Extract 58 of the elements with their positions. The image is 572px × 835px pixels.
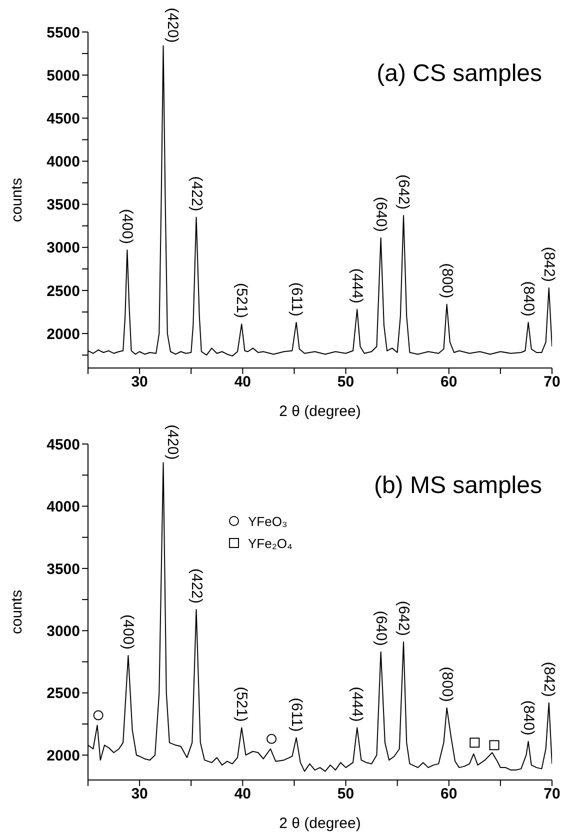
y-tick-label: 4000 — [46, 154, 80, 171]
annotation: (840) — [520, 700, 537, 736]
y-tick-label: 4000 — [46, 498, 80, 516]
annotation: (400) — [120, 614, 137, 650]
annotation: (444) — [348, 268, 366, 304]
y-tick-label: 2500 — [46, 282, 80, 300]
x-tick-label: 40 — [234, 374, 252, 391]
y-tick-label: 5500 — [46, 24, 80, 42]
point — [489, 740, 500, 750]
legend-label: YFe₂O₄ — [248, 536, 292, 550]
annotation: (420) — [164, 424, 181, 460]
text: (b) MS samples — [374, 472, 542, 500]
point — [266, 734, 277, 744]
y-tick-label: 2500 — [46, 685, 80, 702]
y-tick-label: 3500 — [46, 196, 80, 214]
y-tick-label: 3000 — [46, 622, 80, 640]
x-tick-label: 40 — [234, 786, 252, 803]
annotation: (800) — [438, 263, 456, 298]
annotation: (420) — [164, 8, 181, 43]
y-tick-label: 2000 — [46, 747, 80, 764]
y-tick-label: 3000 — [46, 240, 80, 257]
annotation: (642) — [395, 174, 412, 210]
y-tick-label: 4500 — [46, 110, 80, 128]
y-axis-title: counts — [8, 178, 26, 222]
y-tick-label: 4500 — [46, 436, 80, 454]
annotation: (521) — [233, 283, 250, 318]
annotation: (444) — [348, 686, 366, 722]
y-tick-label: 5000 — [46, 67, 80, 84]
legend-label: YFeO₃ — [248, 514, 288, 528]
annotation: (840) — [520, 281, 537, 316]
x-tick-label: 50 — [337, 786, 354, 803]
y-tick-label: 2000 — [46, 326, 80, 343]
annotation: (521) — [233, 686, 250, 722]
annotation: (400) — [118, 208, 136, 244]
x-axis-title: 2 θ (degree) — [279, 403, 361, 420]
annotation: (642) — [395, 600, 412, 636]
x-tick-label: 70 — [544, 786, 560, 803]
x-axis-title: 2 θ (degree) — [279, 815, 361, 832]
point — [93, 710, 104, 720]
point — [470, 738, 480, 748]
annotation: (611) — [288, 282, 305, 316]
annotation: (640) — [372, 196, 390, 232]
x-tick-label: 70 — [544, 374, 560, 391]
x-tick-label: 30 — [131, 786, 148, 803]
annotation: (640) — [372, 610, 390, 646]
annotation: (800) — [438, 666, 456, 702]
y-axis-title: counts — [8, 590, 26, 634]
x-tick-label: 60 — [440, 786, 458, 803]
annotation: (611) — [288, 698, 305, 732]
x-tick-label: 60 — [440, 374, 458, 391]
x-tick-label: 30 — [131, 374, 148, 391]
x-tick-label: 50 — [337, 374, 354, 391]
annotation: (422) — [188, 568, 205, 604]
annotation: (422) — [188, 176, 205, 212]
y-tick-label: 3500 — [46, 560, 80, 578]
annotation: (842) — [540, 662, 558, 697]
text: (a) CS samples — [376, 60, 542, 88]
annotation: (842) — [540, 246, 558, 282]
